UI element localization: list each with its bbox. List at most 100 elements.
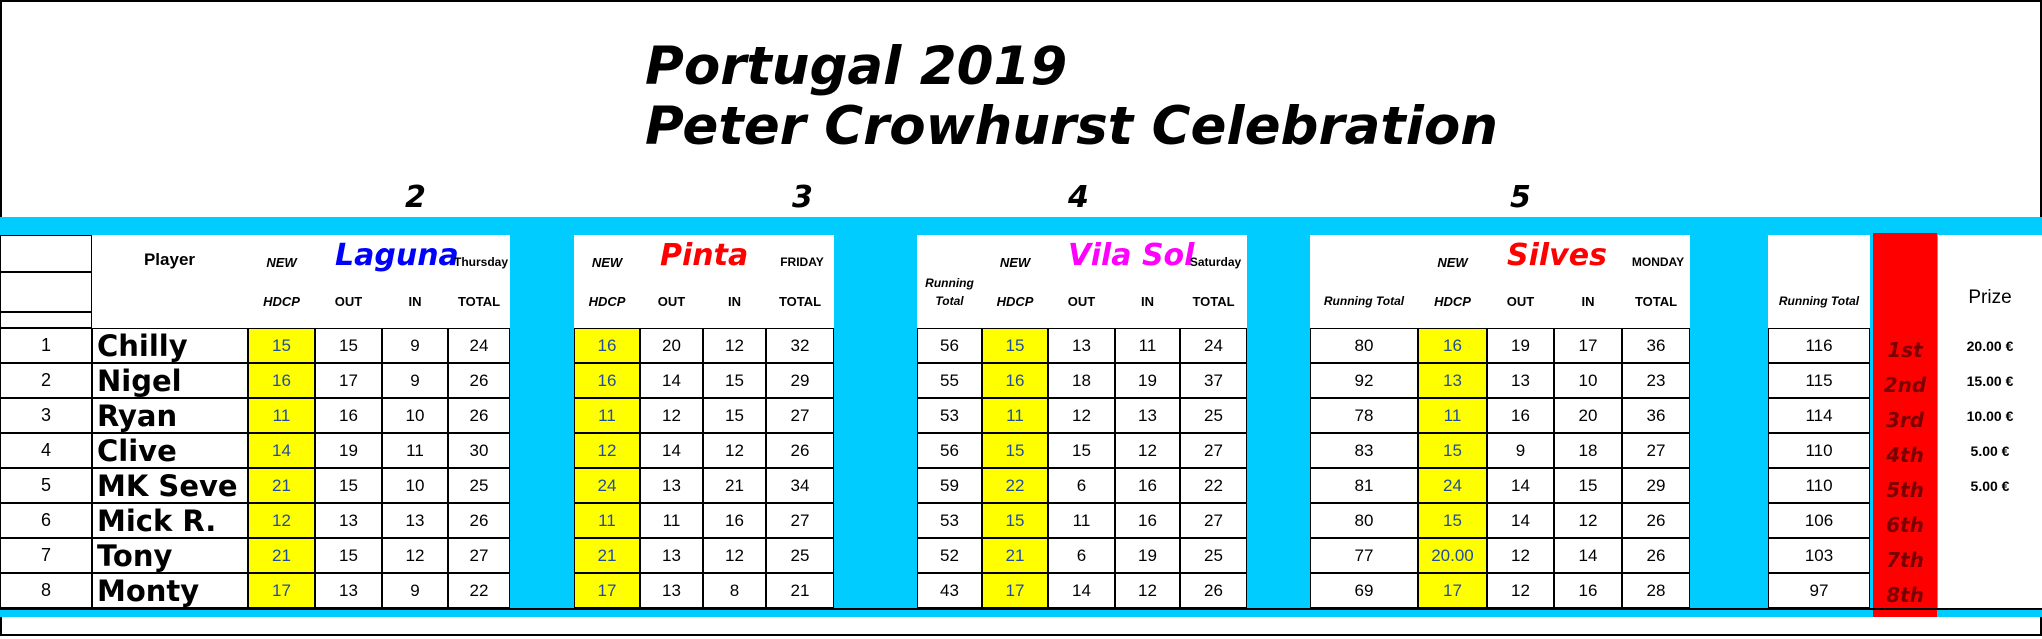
course-name-laguna: Laguna xyxy=(335,238,459,273)
running-total-cell: 43 xyxy=(917,573,982,608)
out-score-cell: 11 xyxy=(640,503,703,538)
header-panel xyxy=(1938,235,2042,328)
total-score-cell: 36 xyxy=(1622,398,1690,433)
handicap-cell: 17 xyxy=(574,573,640,608)
in-score-cell: 10 xyxy=(382,468,448,503)
handicap-cell: 24 xyxy=(574,468,640,503)
handicap-cell: 16 xyxy=(982,363,1048,398)
day-label: MONDAY xyxy=(1631,255,1685,269)
total-score-cell: 27 xyxy=(766,398,834,433)
handicap-cell: 15 xyxy=(248,328,315,363)
total-score-cell: 26 xyxy=(448,398,510,433)
in-score-cell: 9 xyxy=(382,328,448,363)
new-label: NEW xyxy=(1437,254,1468,270)
in-score-cell: 16 xyxy=(1554,573,1622,608)
out-score-cell: 14 xyxy=(640,363,703,398)
prize-amount: 10.00 € xyxy=(1938,398,2042,433)
out-header: OUT xyxy=(1506,293,1535,309)
handicap-cell: 13 xyxy=(1418,363,1487,398)
handicap-cell: 12 xyxy=(248,503,315,538)
total-score-cell: 22 xyxy=(448,573,510,608)
total-score-cell: 32 xyxy=(766,328,834,363)
position-label: 4th xyxy=(1873,437,1937,472)
out-score-cell: 12 xyxy=(1048,398,1115,433)
handicap-cell: 16 xyxy=(248,363,315,398)
out-header: OUT xyxy=(334,293,363,309)
index-header-box xyxy=(0,272,92,312)
running-total-cell: 53 xyxy=(917,503,982,538)
row-number: 5 xyxy=(0,468,92,503)
total-score-cell: 25 xyxy=(448,468,510,503)
in-score-cell: 13 xyxy=(1115,398,1180,433)
out-score-cell: 15 xyxy=(315,328,382,363)
in-score-cell: 19 xyxy=(1115,538,1180,573)
title-line-1: Portugal 2019 xyxy=(645,36,1068,97)
in-header: IN xyxy=(1581,293,1595,309)
total-score-cell: 29 xyxy=(766,363,834,398)
hdcp-header: HDCP xyxy=(263,293,300,309)
out-header: OUT xyxy=(657,293,686,309)
out-score-cell: 13 xyxy=(1048,328,1115,363)
out-score-cell: 19 xyxy=(1487,328,1554,363)
index-header-box xyxy=(0,312,92,328)
out-score-cell: 14 xyxy=(1487,468,1554,503)
day-label: Saturday xyxy=(1189,255,1242,269)
in-score-cell: 9 xyxy=(382,573,448,608)
player-name: MK Seve xyxy=(92,468,248,503)
out-score-cell: 6 xyxy=(1048,538,1115,573)
total-score-cell: 26 xyxy=(766,433,834,468)
total-score-cell: 24 xyxy=(1180,328,1247,363)
player-name: Monty xyxy=(92,573,248,608)
total-score-cell: 23 xyxy=(1622,363,1690,398)
in-score-cell: 15 xyxy=(703,398,766,433)
running-total-header: Running Total xyxy=(1778,294,1860,308)
in-header: IN xyxy=(408,293,422,309)
in-score-cell: 15 xyxy=(703,363,766,398)
in-score-cell: 12 xyxy=(1115,573,1180,608)
round-number-4: 4 xyxy=(1068,180,1089,215)
total-score-cell: 22 xyxy=(1180,468,1247,503)
total-score-cell: 26 xyxy=(1622,503,1690,538)
total-score-cell: 36 xyxy=(1622,328,1690,363)
running-total-cell: 53 xyxy=(917,398,982,433)
prize-amount xyxy=(1938,573,2042,608)
in-score-cell: 12 xyxy=(382,538,448,573)
out-score-cell: 13 xyxy=(640,538,703,573)
total-score-cell: 27 xyxy=(766,503,834,538)
title-line-2: Peter Crowhurst Celebration xyxy=(645,96,1499,157)
handicap-cell: 11 xyxy=(1418,398,1487,433)
running-total-header: Total xyxy=(935,294,964,308)
total-score-cell: 26 xyxy=(448,503,510,538)
running-total-cell: 56 xyxy=(917,328,982,363)
running-total-cell: 103 xyxy=(1768,538,1870,573)
out-score-cell: 12 xyxy=(1487,538,1554,573)
in-score-cell: 11 xyxy=(1115,328,1180,363)
out-score-cell: 14 xyxy=(1487,503,1554,538)
out-score-cell: 14 xyxy=(1048,573,1115,608)
player-header: Player xyxy=(143,250,196,269)
handicap-cell: 21 xyxy=(982,538,1048,573)
running-total-cell: 83 xyxy=(1310,433,1418,468)
out-score-cell: 13 xyxy=(315,503,382,538)
running-total-cell: 52 xyxy=(917,538,982,573)
prize-amount: 15.00 € xyxy=(1938,363,2042,398)
running-total-cell: 80 xyxy=(1310,503,1418,538)
running-total-cell: 110 xyxy=(1768,468,1870,503)
row-number: 2 xyxy=(0,363,92,398)
running-total-cell: 92 xyxy=(1310,363,1418,398)
handicap-cell: 14 xyxy=(248,433,315,468)
handicap-cell: 11 xyxy=(982,398,1048,433)
out-score-cell: 15 xyxy=(1048,433,1115,468)
handicap-cell: 15 xyxy=(982,503,1048,538)
out-score-cell: 6 xyxy=(1048,468,1115,503)
row-number: 8 xyxy=(0,573,92,608)
total-score-cell: 37 xyxy=(1180,363,1247,398)
total-score-cell: 27 xyxy=(448,538,510,573)
total-score-cell: 27 xyxy=(1622,433,1690,468)
running-total-cell: 56 xyxy=(917,433,982,468)
prize-amount xyxy=(1938,538,2042,573)
total-header: TOTAL xyxy=(457,293,501,309)
handicap-cell: 16 xyxy=(574,363,640,398)
row-number: 6 xyxy=(0,503,92,538)
in-score-cell: 8 xyxy=(703,573,766,608)
